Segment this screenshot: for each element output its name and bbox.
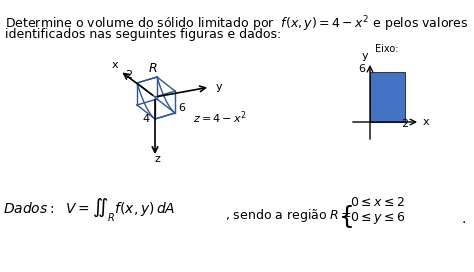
Text: 2: 2 <box>401 119 409 129</box>
Text: $0 \leq y \leq 6$: $0 \leq y \leq 6$ <box>350 210 405 226</box>
Text: .: . <box>462 212 466 226</box>
Text: x: x <box>423 117 429 127</box>
Text: , sendo a região $R = $: , sendo a região $R = $ <box>225 207 352 224</box>
Text: R: R <box>149 62 158 75</box>
Text: Eixo:: Eixo: <box>375 44 399 54</box>
Text: $z = 4 - x^2$: $z = 4 - x^2$ <box>193 110 246 126</box>
Text: 4: 4 <box>143 114 150 124</box>
Text: $\mathit{Dados:}$  $V = \iint_R f(x, y)\, dA$: $\mathit{Dados:}$ $V = \iint_R f(x, y)\,… <box>3 197 175 224</box>
Text: x: x <box>112 60 118 70</box>
Text: 2: 2 <box>125 70 132 80</box>
Text: y: y <box>216 82 223 92</box>
Text: Determine o volume do sólido limitado por  $f(x, y) = 4 - x^2$ e pelos valores: Determine o volume do sólido limitado po… <box>5 14 468 34</box>
Text: $\{$: $\{$ <box>338 202 353 230</box>
Text: $0 \leq x \leq 2$: $0 \leq x \leq 2$ <box>350 196 405 209</box>
Text: 6: 6 <box>178 103 185 113</box>
Text: identificados nas seguintes figuras e dados:: identificados nas seguintes figuras e da… <box>5 28 281 41</box>
Text: y: y <box>361 51 368 61</box>
Text: 6: 6 <box>358 64 365 74</box>
Text: z: z <box>154 154 160 164</box>
Bar <box>370 72 405 122</box>
